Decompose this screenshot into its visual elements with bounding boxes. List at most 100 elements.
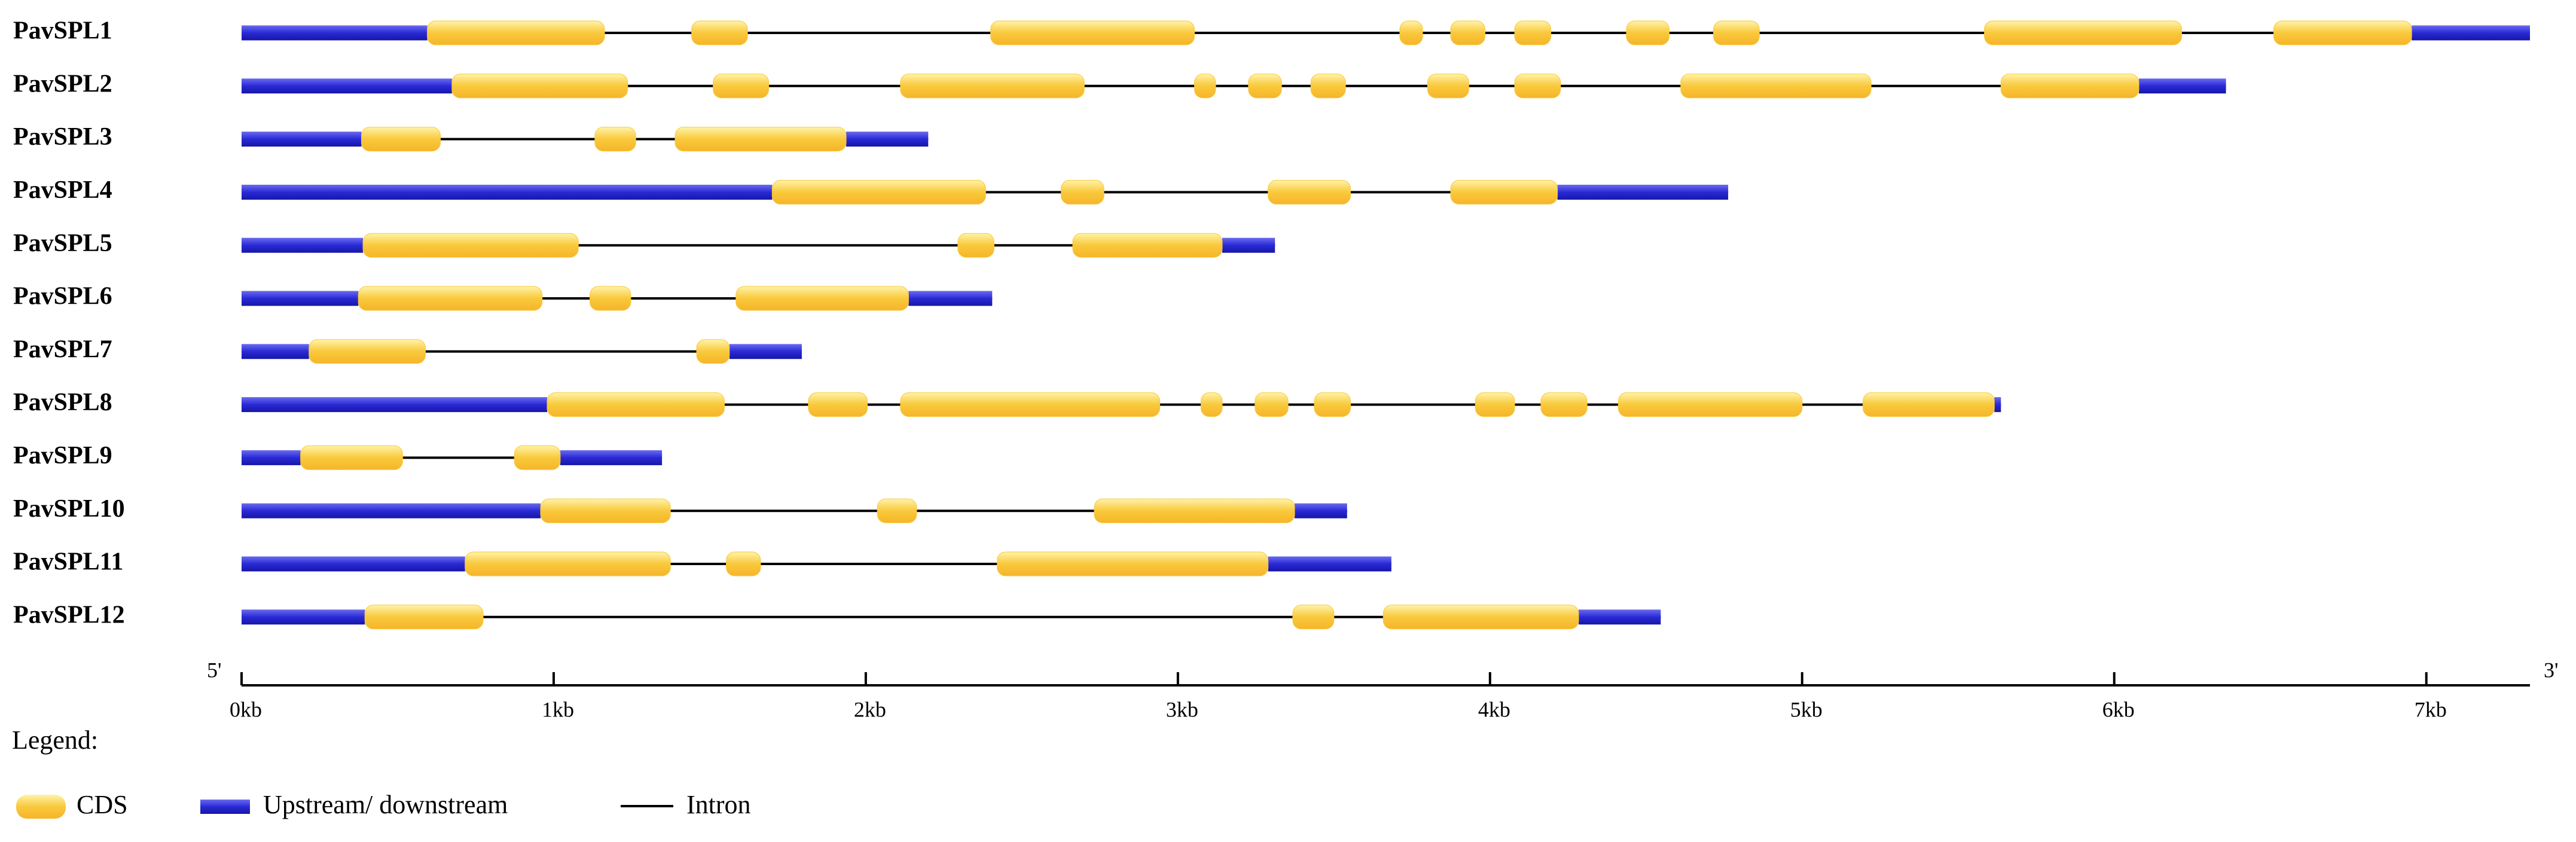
gene-name: PavSPL7: [13, 335, 112, 363]
cds: [1617, 392, 1803, 417]
cds: [1514, 20, 1552, 45]
downstream: [1579, 609, 1661, 625]
cds: [1984, 20, 2182, 45]
x-tick-label: 7kb: [2415, 697, 2447, 721]
cds: [1450, 179, 1558, 205]
cds: [808, 392, 868, 417]
gene-name: PavSPL4: [13, 176, 112, 204]
upstream: [242, 237, 364, 253]
downstream: [908, 291, 993, 306]
x-tick-label: 5kb: [1790, 697, 1823, 721]
cds: [900, 392, 1161, 417]
axis-end-label: 3': [2544, 658, 2559, 682]
cds: [1292, 605, 1335, 630]
downstream: [2412, 25, 2530, 41]
cds: [547, 392, 725, 417]
upstream: [242, 78, 452, 94]
gene-name: PavSPL12: [13, 601, 125, 629]
cds: [1201, 392, 1223, 417]
cds: [990, 20, 1195, 45]
cds: [1475, 392, 1515, 417]
gene-name: PavSPL3: [13, 123, 112, 151]
cds: [900, 74, 1085, 99]
upstream: [242, 291, 359, 306]
cds: [1382, 605, 1579, 630]
cds: [1540, 392, 1588, 417]
upstream: [242, 397, 547, 413]
cds: [997, 551, 1269, 576]
downstream: [729, 344, 802, 359]
gene-name: PavSPL10: [13, 495, 125, 523]
cds: [1626, 20, 1669, 45]
cds: [1427, 74, 1469, 99]
cds: [594, 127, 636, 152]
upstream: [242, 25, 428, 41]
downstream: [560, 450, 663, 465]
downstream: [1222, 237, 1275, 253]
upstream: [242, 556, 465, 572]
cds: [691, 20, 748, 45]
legend-title: Legend:: [12, 725, 98, 755]
cds: [361, 127, 441, 152]
cds: [362, 233, 579, 258]
cds: [1268, 179, 1351, 205]
cds: [364, 605, 484, 630]
legend-cds: CDS: [77, 790, 128, 819]
x-tick-label: 1kb: [542, 697, 574, 721]
cds: [771, 179, 986, 205]
cds: [1514, 74, 1561, 99]
cds: [514, 445, 561, 470]
x-tick-label: 4kb: [1478, 697, 1510, 721]
axis-start-label: 5': [207, 658, 222, 682]
cds: [877, 498, 917, 523]
cds: [1061, 179, 1104, 205]
downstream: [1295, 503, 1347, 518]
cds: [1314, 392, 1351, 417]
cds: [2273, 20, 2412, 45]
cds: [1310, 74, 1346, 99]
upstream: [242, 503, 541, 518]
x-tick-label: 6kb: [2102, 697, 2135, 721]
cds: [358, 286, 543, 311]
cds: [1194, 74, 1216, 99]
upstream: [242, 132, 362, 147]
x-tick-label: 0kb: [230, 697, 262, 721]
cds: [300, 445, 403, 470]
cds: [465, 551, 671, 576]
cds: [713, 74, 770, 99]
cds: [1255, 392, 1289, 417]
cds: [427, 20, 605, 45]
cds: [1399, 20, 1423, 45]
cds: [540, 498, 671, 523]
gene-name: PavSPL1: [13, 17, 112, 45]
downstream: [846, 132, 929, 147]
x-tick-label: 2kb: [854, 697, 886, 721]
cds: [309, 339, 426, 364]
cds: [1713, 20, 1760, 45]
cds: [957, 233, 994, 258]
downstream: [1268, 556, 1391, 572]
legend-utr-swatch: [200, 800, 250, 814]
cds: [1863, 392, 1995, 417]
cds: [1680, 74, 1872, 99]
gene-name: PavSPL6: [13, 283, 112, 310]
gene-name: PavSPL9: [13, 442, 112, 469]
cds: [735, 286, 909, 311]
cds: [1072, 233, 1223, 258]
cds: [674, 127, 847, 152]
gene-name: PavSPL8: [13, 389, 112, 416]
downstream: [1557, 184, 1729, 200]
legend-utr: Upstream/ downstream: [263, 790, 508, 819]
cds: [1094, 498, 1295, 523]
cds: [1248, 74, 1282, 99]
x-tick-label: 3kb: [1166, 697, 1198, 721]
upstream: [242, 450, 301, 465]
legend-intron: Intron: [686, 790, 751, 819]
downstream: [1994, 397, 2001, 413]
upstream: [242, 184, 773, 200]
upstream: [242, 609, 365, 625]
gene-name: PavSPL2: [13, 70, 112, 97]
cds: [451, 74, 628, 99]
